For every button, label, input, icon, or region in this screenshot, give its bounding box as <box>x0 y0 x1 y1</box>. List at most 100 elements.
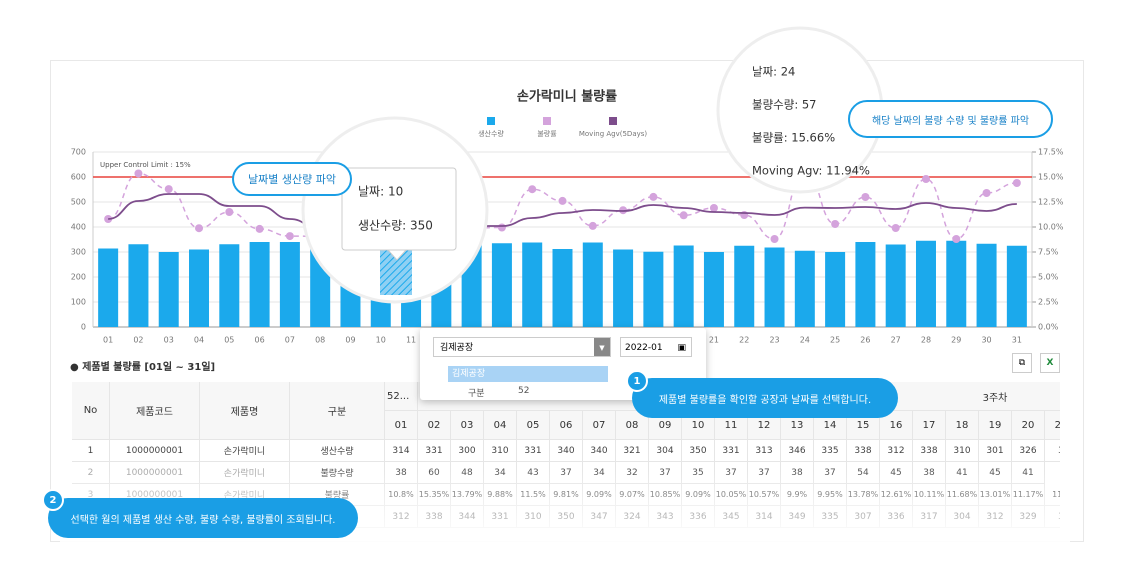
y2-tick-label: 2.5% <box>1038 298 1059 307</box>
y2-tick-label: 5.0% <box>1038 273 1059 282</box>
line-point <box>255 224 264 233</box>
y-tick-label: 0 <box>81 323 86 332</box>
bar <box>98 248 119 327</box>
table-cell: 313 <box>748 440 781 462</box>
day-header: 20 <box>1012 411 1045 440</box>
line-point <box>831 220 840 228</box>
line-point <box>225 208 234 216</box>
y2-tick-label: 15.0% <box>1038 173 1064 182</box>
table-cell: 1000000001 <box>110 440 200 462</box>
copy-button[interactable]: ⧉ <box>1012 353 1032 373</box>
step2-number: 2 <box>42 489 64 511</box>
day-header: 21 <box>1045 411 1060 440</box>
bar <box>885 244 906 327</box>
control-limit-label: Upper Control Limit : 15% <box>100 161 191 169</box>
tooltip-text: 날짜: 10 <box>358 185 403 199</box>
bar <box>522 242 543 327</box>
table-cell: 331 <box>517 440 550 462</box>
bar <box>279 242 300 327</box>
bar <box>855 242 876 327</box>
step1-number: 1 <box>626 370 648 392</box>
day-header: 07 <box>583 411 616 440</box>
table-cell: 304 <box>649 440 682 462</box>
day-header: 05 <box>517 411 550 440</box>
legend-swatch <box>543 117 551 125</box>
x-tick-label: 08 <box>315 336 325 345</box>
behind-header: 구분 <box>468 389 485 399</box>
bar <box>158 252 179 327</box>
day-header: 01 <box>385 411 418 440</box>
bar <box>582 242 603 327</box>
factory-option[interactable]: 김제공장 <box>448 366 608 382</box>
tooltip-text: 생산수량: 350 <box>358 219 433 233</box>
table-cell: 손가락미니 <box>200 440 290 462</box>
header-cell: 구분 <box>290 382 385 440</box>
table-cell: 346 <box>781 440 814 462</box>
bar <box>734 245 755 327</box>
tooltip-text: 불량수량: 57 <box>752 98 816 112</box>
legend-swatch <box>609 117 617 125</box>
x-tick-label: 10 <box>376 336 386 345</box>
x-tick-label: 31 <box>1012 336 1022 345</box>
y-tick-label: 100 <box>71 298 86 307</box>
line-point <box>528 185 537 194</box>
x-tick-label: 25 <box>830 336 840 345</box>
bar <box>552 249 573 327</box>
y-tick-label: 500 <box>71 198 86 207</box>
table-cell: 300 <box>451 440 484 462</box>
chart-title: 손가락미니 불량률 <box>517 89 617 105</box>
select-arrow[interactable]: ▼ <box>594 338 610 356</box>
bar <box>703 252 724 327</box>
section-title: ● 제품별 불량률 [01일 ~ 31일] <box>70 362 216 373</box>
line-point <box>679 211 688 220</box>
bar <box>764 247 785 327</box>
callout-production: 날짜별 생산량 파악 <box>232 162 352 196</box>
excel-button[interactable]: X <box>1040 353 1060 373</box>
y-tick-label: 200 <box>71 273 86 282</box>
line-point <box>921 175 930 183</box>
tooltip-text: 날짜: 24 <box>752 65 795 79</box>
bar <box>915 240 936 327</box>
bar <box>673 245 694 327</box>
table-cell: 340 <box>550 440 583 462</box>
month-input[interactable]: 2022-01 ▣ <box>620 337 692 357</box>
bar <box>946 240 967 327</box>
day-header: 17 <box>913 411 946 440</box>
y2-tick-label: 12.5% <box>1038 198 1064 207</box>
bar <box>491 243 512 327</box>
y-tick-label: 300 <box>71 248 86 257</box>
table-cell: 301 <box>979 440 1012 462</box>
line-point <box>285 232 294 241</box>
x-tick-label: 26 <box>860 336 870 345</box>
legend-swatch <box>487 117 495 125</box>
bar <box>189 249 210 327</box>
bar <box>613 249 634 327</box>
table-cell: 340 <box>583 440 616 462</box>
line-point <box>891 224 900 232</box>
y-tick-label: 700 <box>71 148 86 157</box>
week-header: 3주차 <box>880 382 1060 411</box>
header-cell: No <box>72 382 110 440</box>
line-point <box>649 192 658 201</box>
month-value: 2022-01 <box>625 343 663 353</box>
x-tick-label: 29 <box>951 336 961 345</box>
callout-defect: 해당 날짜의 불량 수량 및 불량률 파악 <box>848 100 1053 138</box>
tooltip-pointer <box>386 249 408 261</box>
x-tick-label: 24 <box>800 336 810 345</box>
table-cell: 331 <box>715 440 748 462</box>
tooltip-text: Moving Agv: 11.94% <box>752 164 870 178</box>
table-cell: 335 <box>814 440 847 462</box>
table-cell: 338 <box>913 440 946 462</box>
factory-select[interactable]: 김제공장 ▼ <box>433 337 611 357</box>
y2-tick-label: 17.5% <box>1038 148 1064 157</box>
bar <box>825 252 846 327</box>
x-tick-label: 23 <box>769 336 779 345</box>
filter-panel: 구분 52 김제공장 ▼ 2022-01 ▣ 김제공장 <box>420 328 706 400</box>
legend-label: 생산수량 <box>478 129 504 138</box>
table-cell: 3 <box>1045 440 1060 462</box>
header-cell: 제품코드 <box>110 382 200 440</box>
calendar-icon[interactable]: ▣ <box>677 343 686 353</box>
line-point <box>195 224 204 233</box>
